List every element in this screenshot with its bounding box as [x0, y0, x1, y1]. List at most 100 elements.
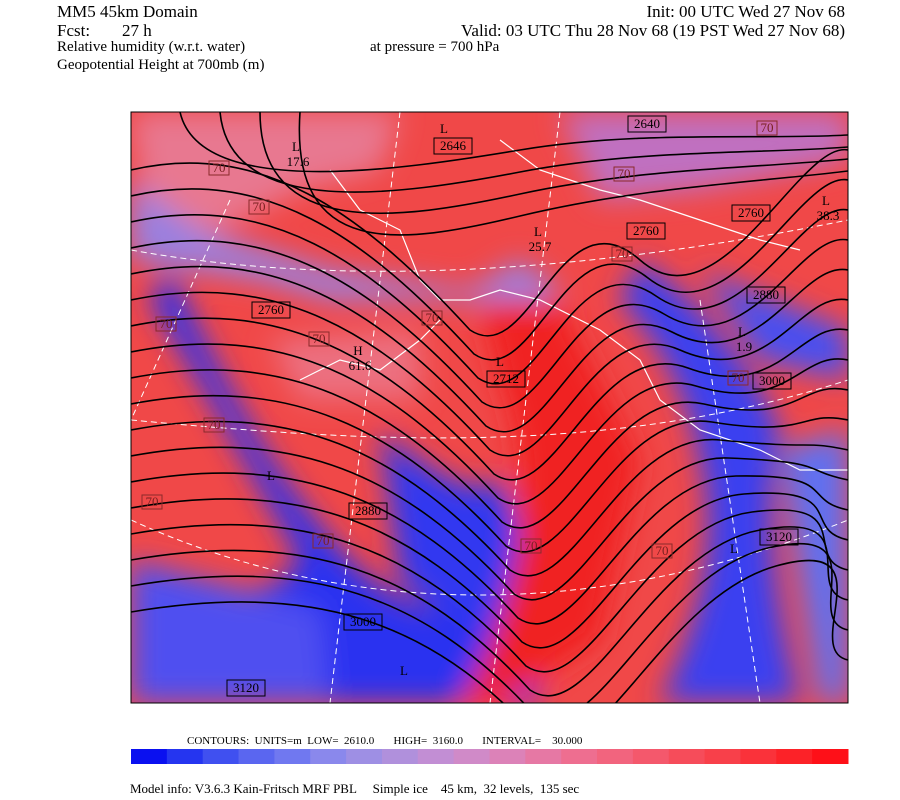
label-box [520, 538, 542, 554]
pressure-level: at pressure = 700 hPa [370, 39, 500, 55]
center-value: 25.7 [529, 239, 552, 254]
center-marker: L [496, 354, 504, 369]
label-box [208, 160, 230, 176]
contour-line [131, 208, 848, 385]
contour-line [131, 149, 848, 337]
init-time: Init: 00 UTC Wed 27 Nov 68 [646, 2, 845, 21]
label-box [308, 331, 330, 347]
label-box [343, 613, 383, 631]
contour-line [179, 112, 848, 173]
label-box [421, 310, 443, 326]
contour-line [131, 238, 848, 409]
label-box [731, 204, 771, 222]
contour-info: CONTOURS: UNITS=m LOW= 2610.0 HIGH= 3160… [187, 735, 583, 747]
contour-line [259, 112, 848, 215]
center-marker: L [534, 224, 542, 239]
coastlines [299, 139, 848, 471]
label-box [248, 199, 270, 215]
rh-label: 70 [426, 310, 439, 325]
fcst-value: 27 h [122, 21, 152, 40]
label-box [486, 370, 526, 388]
contour-label: 2640 [634, 116, 660, 131]
center-marker: L [730, 541, 738, 556]
label-box [348, 502, 388, 520]
map-frame [130, 111, 849, 704]
contour-line [131, 420, 848, 577]
colorbar-swatch [310, 749, 347, 764]
contour-label: 3000 [759, 373, 785, 388]
label-box [759, 528, 799, 546]
label-box [626, 222, 666, 240]
contour-label: 3120 [766, 529, 792, 544]
label-box [756, 120, 778, 136]
center-marker: L [822, 193, 830, 208]
contour-line [131, 559, 848, 703]
label-box [141, 494, 163, 510]
colorbar [131, 749, 849, 764]
colorbar-swatch [812, 749, 849, 764]
contour-line [131, 343, 848, 505]
colorbar-swatch [776, 749, 813, 764]
colorbar-swatch [668, 749, 706, 764]
contour-line [131, 526, 848, 697]
center-marker: L [440, 121, 448, 136]
colorbar-swatch [131, 749, 168, 764]
contour-line [131, 509, 848, 673]
center-marker: H [353, 343, 362, 358]
rh-label: 70 [618, 166, 631, 181]
center-marker: L [267, 468, 275, 483]
colorbar-swatch [632, 749, 670, 764]
colorbar-swatch [453, 749, 490, 764]
field-name: Geopotential Height at 700mb (m) [57, 57, 264, 73]
label-box [312, 533, 334, 549]
fcst-label: Fcst: [57, 21, 90, 40]
rh-label: 70 [616, 246, 629, 261]
colorbar-swatch [704, 749, 741, 764]
colorbar-swatch [525, 749, 562, 764]
colorbar-swatch [166, 749, 204, 764]
contour-label: 3120 [233, 680, 259, 695]
colorbar-swatch [740, 749, 777, 764]
map-labels: 2640 2646 2760 2760 2880 2760 2712 3000 2880 3120… [141, 115, 840, 697]
rh-label: 70 [656, 543, 669, 558]
label-box [251, 301, 291, 319]
contour-line [131, 472, 848, 625]
rh-label: 70 [253, 199, 266, 214]
contour-label: 2646 [440, 138, 467, 153]
label-box [433, 137, 473, 155]
title: MM5 45km Domain [57, 2, 198, 21]
contour-line [131, 291, 848, 457]
center-value: 38.3 [817, 208, 840, 223]
contour-line [219, 112, 848, 193]
rh-label: 70 [160, 316, 173, 331]
colorbar-swatch [489, 749, 526, 764]
center-value: 61.6 [349, 358, 372, 373]
contour-label: 2760 [258, 302, 284, 317]
model-info: Model info: V3.6.3 Kain-Fritsch MRF PBL … [130, 781, 579, 796]
contour-line [131, 317, 848, 481]
valid-time: Valid: 03 UTC Thu 28 Nov 68 (19 PST Wed … [461, 21, 845, 40]
label-box [627, 115, 667, 133]
rh-label: 70 [313, 331, 326, 346]
contour-line [298, 112, 848, 236]
rh-label: 70 [732, 370, 745, 385]
contour-line [131, 394, 848, 553]
label-box [752, 372, 792, 390]
contour-line [131, 492, 848, 649]
colorbar-swatch [346, 749, 383, 764]
colorbar-swatch [274, 749, 311, 764]
label-box [727, 370, 749, 386]
colorbar-swatch [417, 749, 455, 764]
label-box [613, 166, 635, 182]
center-marker: L [400, 663, 408, 678]
contour-label: 2880 [355, 503, 381, 518]
label-box [155, 316, 177, 332]
label-box [746, 286, 786, 304]
map-field [131, 112, 848, 703]
rh-label: 70 [525, 538, 538, 553]
contour-line [131, 446, 848, 601]
rh-label: 70 [208, 417, 221, 432]
rh-label: 70 [213, 160, 226, 175]
colorbar-swatch [561, 749, 598, 764]
